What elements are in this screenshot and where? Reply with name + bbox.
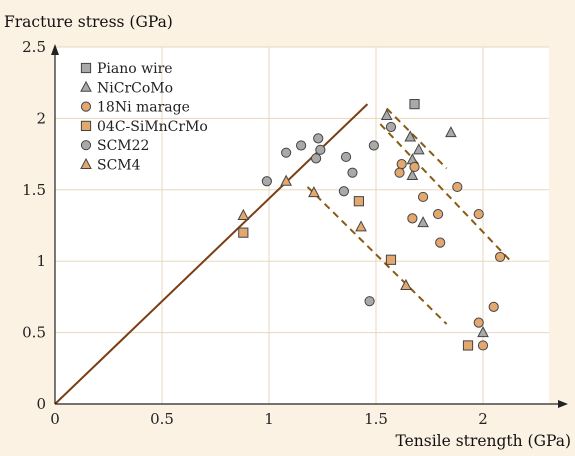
- data-point: [412, 143, 425, 155]
- legend-label: 04C-SiMnCrMo: [97, 119, 208, 135]
- data-point: [237, 208, 250, 221]
- data-point: [488, 301, 499, 312]
- legend-label: SCM4: [97, 158, 141, 174]
- data-point: [409, 161, 420, 173]
- legend-label: SCM22: [97, 138, 149, 154]
- data-point: [315, 144, 326, 155]
- data-point: [473, 208, 484, 220]
- data-point: [435, 237, 446, 248]
- data-point: [238, 227, 249, 238]
- data-point: [417, 216, 429, 228]
- data-point: [400, 278, 412, 290]
- x-tick-label: 1: [264, 410, 274, 428]
- data-point: [394, 167, 405, 178]
- data-point: [432, 208, 444, 220]
- data-point: [347, 167, 358, 178]
- x-tick-label: 0.5: [150, 410, 174, 428]
- legend-marker: [80, 157, 92, 169]
- data-point: [385, 254, 397, 265]
- trend-line-dashed: [306, 186, 448, 325]
- trend-line-dashed: [379, 123, 512, 262]
- y-tick-label: 0.5: [22, 324, 46, 342]
- data-point: [406, 168, 419, 181]
- legend-marker: [80, 120, 92, 132]
- y-tick-label: 0: [36, 395, 46, 413]
- data-point: [355, 220, 367, 232]
- data-point: [340, 151, 352, 163]
- x-tick-label: 0: [50, 410, 60, 428]
- y-tick-label: 1.5: [22, 181, 46, 199]
- data-point: [473, 317, 484, 328]
- legend-marker: [80, 62, 92, 74]
- data-markers: [237, 99, 506, 351]
- legend-label: Piano wire: [97, 61, 173, 77]
- legend: Piano wire NiCrCoMo 18Ni marage 04C-SiMnCrM…: [80, 61, 208, 174]
- tick-labels: 0 0.5 1 1.5 2 0 0.5 1 1.5 2 2.5: [22, 38, 488, 428]
- legend-marker: [80, 101, 92, 112]
- x-axis-title: Tensile strength (GPa): [395, 432, 571, 450]
- data-point: [308, 186, 320, 198]
- axes: [51, 44, 568, 408]
- data-point: [310, 153, 322, 164]
- data-point: [280, 174, 292, 186]
- data-point: [364, 296, 375, 307]
- x-tick-label: 1.5: [364, 410, 388, 428]
- data-point: [313, 133, 324, 144]
- data-point: [338, 186, 349, 197]
- data-point: [445, 126, 457, 138]
- legend-marker: [80, 140, 92, 151]
- x-tick-label: 2: [478, 410, 488, 428]
- y-tick-label: 1: [36, 252, 46, 270]
- data-point: [353, 196, 364, 207]
- data-point: [380, 108, 393, 121]
- data-point: [477, 340, 489, 351]
- y-axis-arrow: [51, 44, 59, 55]
- trend-line-dashed: [385, 107, 448, 170]
- data-point: [409, 99, 420, 110]
- y-tick-label: 2.5: [22, 38, 46, 56]
- legend-marker: [80, 80, 92, 92]
- data-point: [452, 181, 463, 193]
- data-point: [296, 140, 307, 151]
- data-point: [462, 340, 474, 351]
- y-tick-label: 2: [36, 109, 46, 127]
- data-point: [407, 213, 418, 224]
- y-axis-title: Fracture stress (GPa): [4, 13, 173, 31]
- data-point: [495, 251, 506, 263]
- legend-label: NiCrCoMo: [97, 80, 173, 96]
- data-point: [281, 147, 292, 158]
- data-point: [385, 121, 397, 133]
- data-point: [477, 326, 489, 338]
- data-point: [261, 176, 272, 187]
- legend-label: 18Ni marage: [97, 100, 190, 116]
- x-axis-arrow: [558, 400, 568, 408]
- data-point: [368, 140, 379, 151]
- data-point: [404, 130, 417, 142]
- data-point: [396, 158, 407, 170]
- data-point: [417, 191, 429, 203]
